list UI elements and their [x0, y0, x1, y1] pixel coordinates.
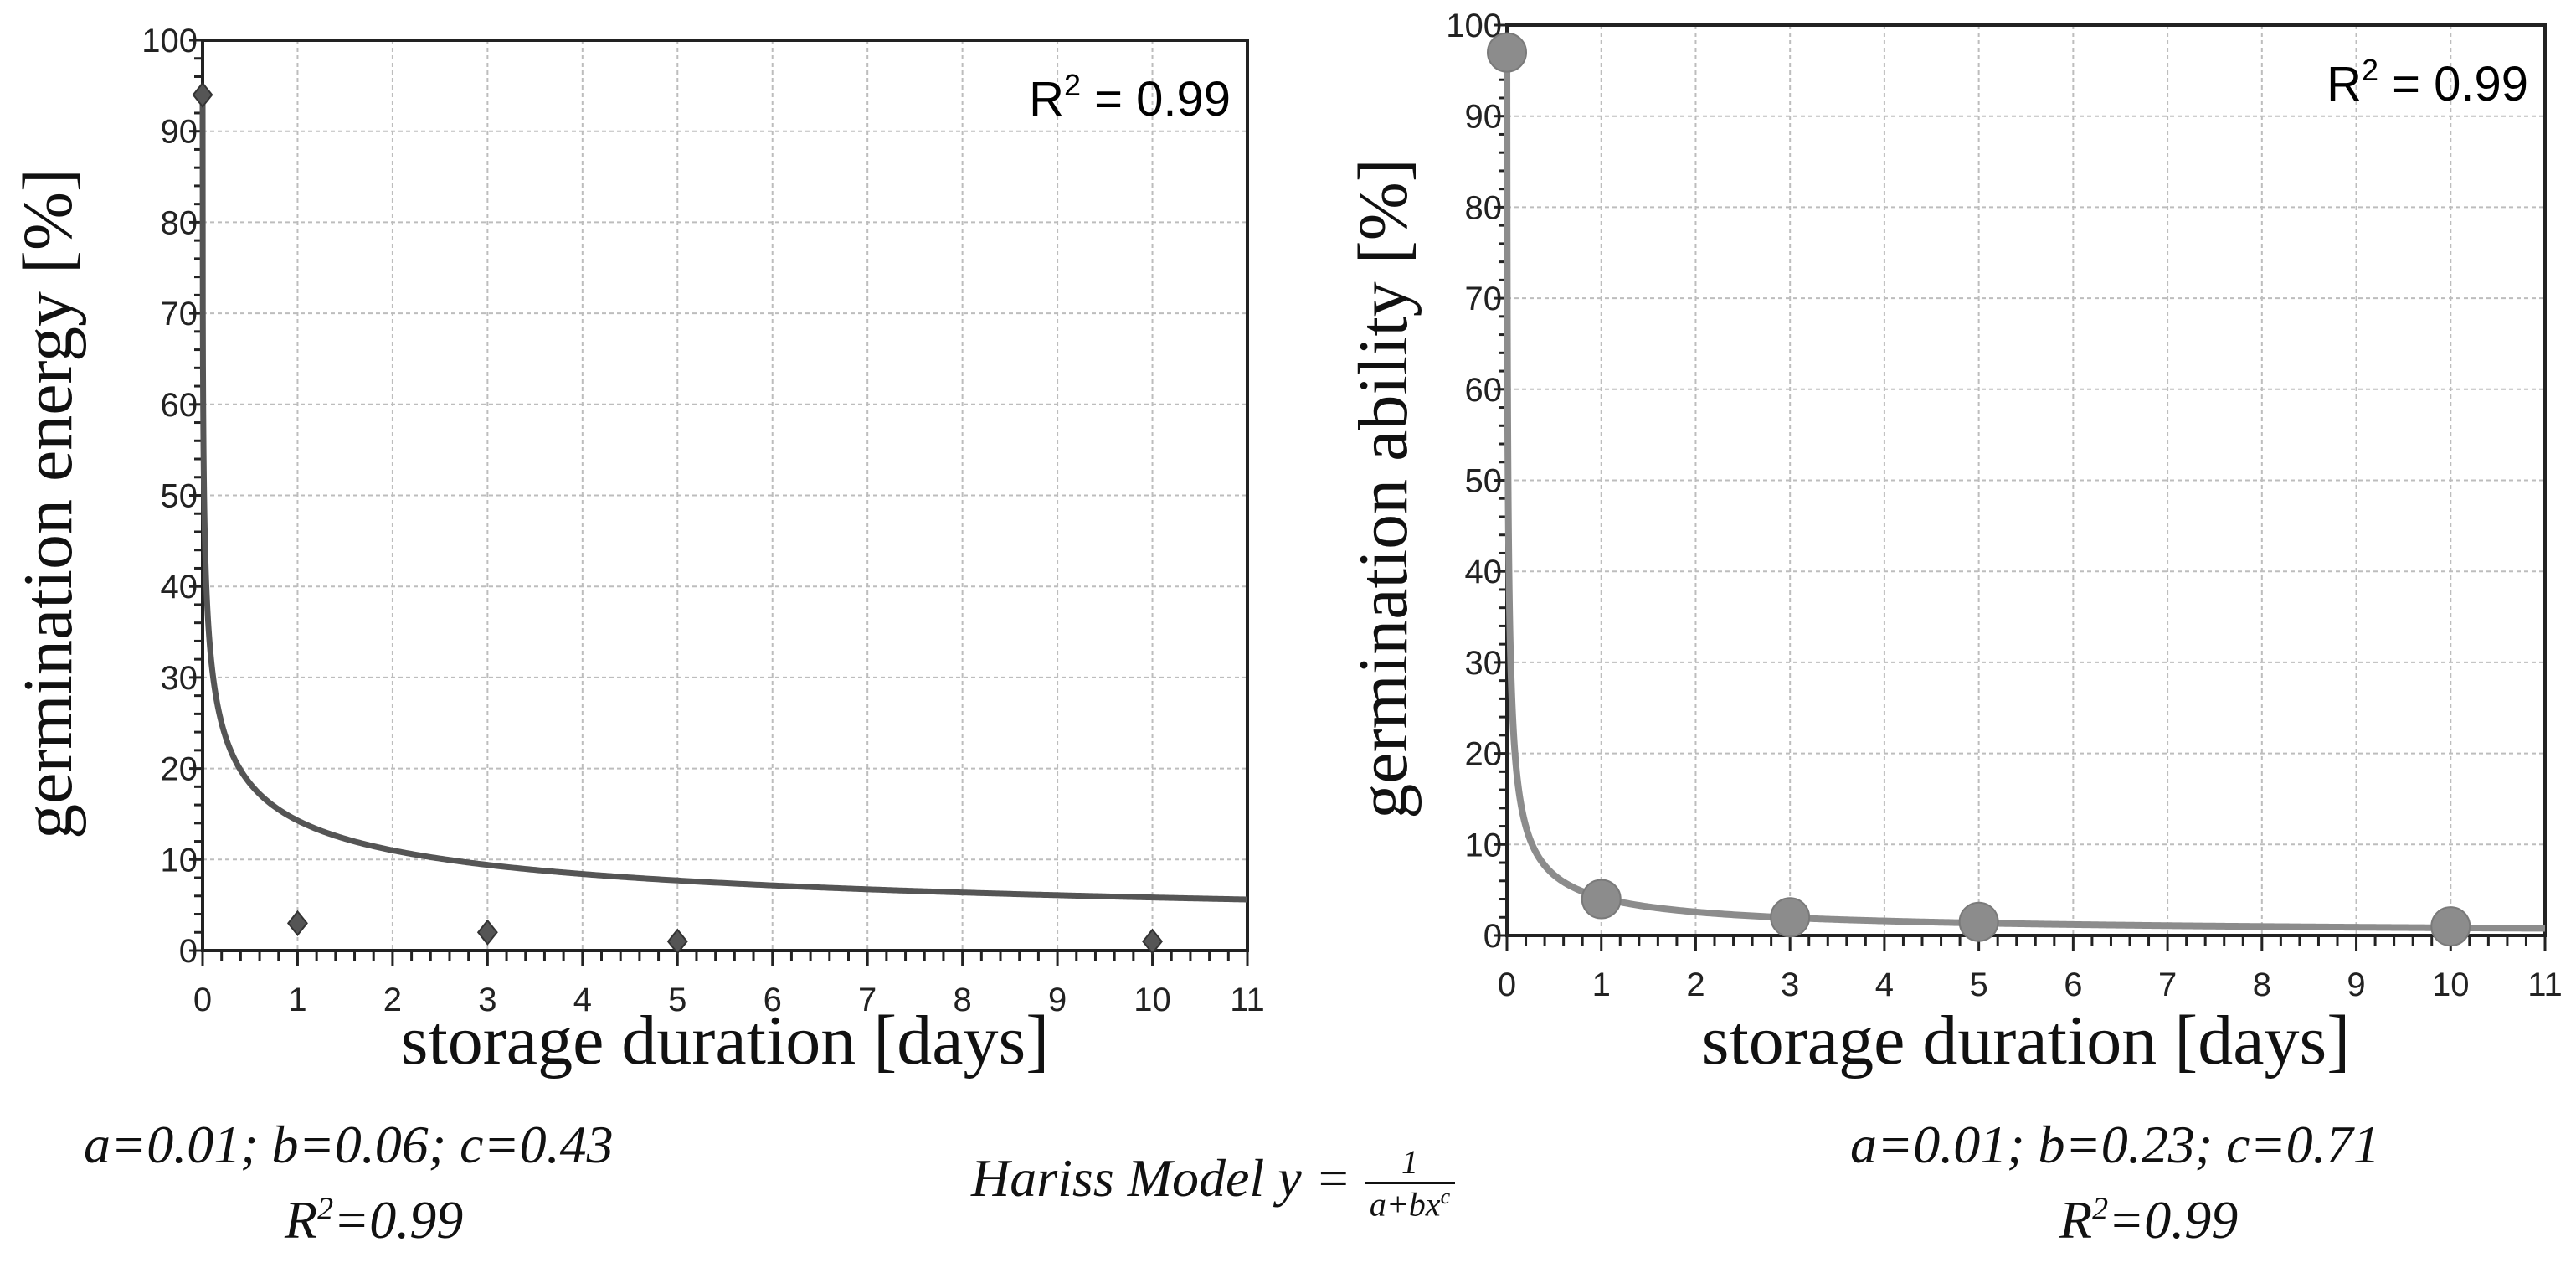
y-tick-label: 80	[161, 204, 198, 241]
y-tick-label: 100	[1446, 8, 1502, 44]
model-denominator-exp: c	[1440, 1184, 1451, 1209]
x-tick-label: 0	[1498, 966, 1516, 1003]
x-tick-label: 2	[383, 982, 402, 1018]
model-fraction: 1 a+bxc	[1364, 1143, 1456, 1224]
data-point	[1958, 901, 1999, 942]
x-tick-label: 3	[1781, 966, 1799, 1003]
data-point	[1770, 897, 1811, 938]
model-equation: Hariss Model y = 1 a+bxc	[971, 1143, 1456, 1224]
y-tick-label: 80	[1465, 189, 1503, 226]
y-tick-label: 10	[161, 842, 198, 879]
y-axis-title: germination ability [%]	[1345, 158, 1422, 818]
x-tick-label: 7	[2158, 966, 2177, 1003]
left-fit-r2: R2=0.99	[285, 1190, 464, 1250]
data-point	[286, 910, 308, 936]
y-tick-label: 20	[1465, 736, 1503, 773]
x-tick-label: 4	[1875, 966, 1894, 1003]
y-tick-label: 0	[179, 933, 198, 970]
y-tick-label: 30	[161, 660, 198, 697]
y-tick-label: 90	[161, 114, 198, 151]
fit-curve	[199, 95, 1249, 903]
model-denominator: a+bxc	[1365, 1184, 1455, 1224]
data-point	[1142, 928, 1164, 955]
x-tick-label: 10	[1134, 982, 1171, 1018]
y-tick-label: 0	[1483, 918, 1502, 955]
y-tick-label: 60	[1465, 372, 1503, 409]
x-tick-label: 11	[2527, 966, 2563, 1003]
data-point	[1581, 879, 1622, 920]
y-tick-label: 20	[161, 751, 198, 788]
model-denominator-base: a+bx	[1369, 1185, 1441, 1224]
y-axis-title: germination energy [%]	[9, 168, 87, 839]
y-tick-label: 90	[1465, 99, 1503, 136]
r2-label: R2 = 0.99	[1029, 68, 1231, 126]
chart-germination-energy: 0 1 2 3 4 5 6 7 8 9 10 11 0 10 20 30 40 50 60 70 80 90 100 stor…	[9, 23, 1265, 1080]
x-tick-label: 0	[193, 982, 212, 1018]
y-tick-label: 50	[1465, 463, 1503, 500]
fit-curve	[1504, 52, 2547, 932]
x-tick-label: 6	[2064, 966, 2082, 1003]
x-tick-label: 9	[1048, 982, 1067, 1018]
left-fit-r2-value: =0.99	[333, 1190, 464, 1250]
x-tick-label: 3	[478, 982, 496, 1018]
y-tick-label: 50	[161, 478, 198, 515]
x-tick-label: 10	[2432, 966, 2470, 1003]
y-tick-label: 40	[1465, 554, 1503, 590]
y-tick-label: 40	[161, 569, 198, 606]
chart-germination-ability: 0 1 2 3 4 5 6 7 8 9 10 11 0 10 20 30 40 50 60 70 80 90 100 stor…	[1345, 8, 2563, 1080]
x-tick-label: 11	[1230, 982, 1265, 1018]
left-fit-params: a=0.01; b=0.06; c=0.43	[84, 1115, 614, 1174]
r2-label: R2 = 0.99	[2327, 53, 2528, 111]
x-axis-title: storage duration [days]	[1702, 1002, 2350, 1080]
x-tick-label: 8	[954, 982, 972, 1018]
x-tick-label: 8	[2253, 966, 2271, 1003]
right-fit-params: a=0.01; b=0.23; c=0.71	[1850, 1115, 2380, 1174]
data-point	[476, 919, 498, 946]
y-tick-label: 10	[1465, 827, 1503, 863]
model-numerator: 1	[1364, 1143, 1456, 1184]
model-prefix: Hariss Model	[971, 1147, 1265, 1208]
data-point	[666, 928, 688, 955]
x-tick-label: 1	[288, 982, 306, 1018]
x-tick-label: 7	[858, 982, 877, 1018]
y-tick-label: 60	[161, 387, 198, 424]
x-axis-title: storage duration [days]	[401, 1002, 1049, 1080]
x-tick-label: 5	[668, 982, 686, 1018]
x-tick-label: 1	[1592, 966, 1611, 1003]
x-tick-label: 4	[573, 982, 592, 1018]
y-tick-label: 100	[141, 23, 198, 59]
model-lhs: y =	[1278, 1147, 1351, 1208]
x-tick-label: 6	[764, 982, 782, 1018]
y-tick-label: 30	[1465, 645, 1503, 682]
x-tick-label: 5	[1970, 966, 1988, 1003]
y-tick-label: 70	[1465, 281, 1503, 317]
right-fit-r2: R2=0.99	[2059, 1190, 2239, 1250]
y-tick-label: 70	[161, 296, 198, 332]
data-point	[2430, 906, 2471, 947]
right-fit-r2-value: =0.99	[2108, 1190, 2239, 1250]
x-tick-label: 2	[1686, 966, 1704, 1003]
data-point	[192, 81, 213, 108]
x-tick-label: 9	[2347, 966, 2365, 1003]
data-point	[1487, 32, 1527, 73]
